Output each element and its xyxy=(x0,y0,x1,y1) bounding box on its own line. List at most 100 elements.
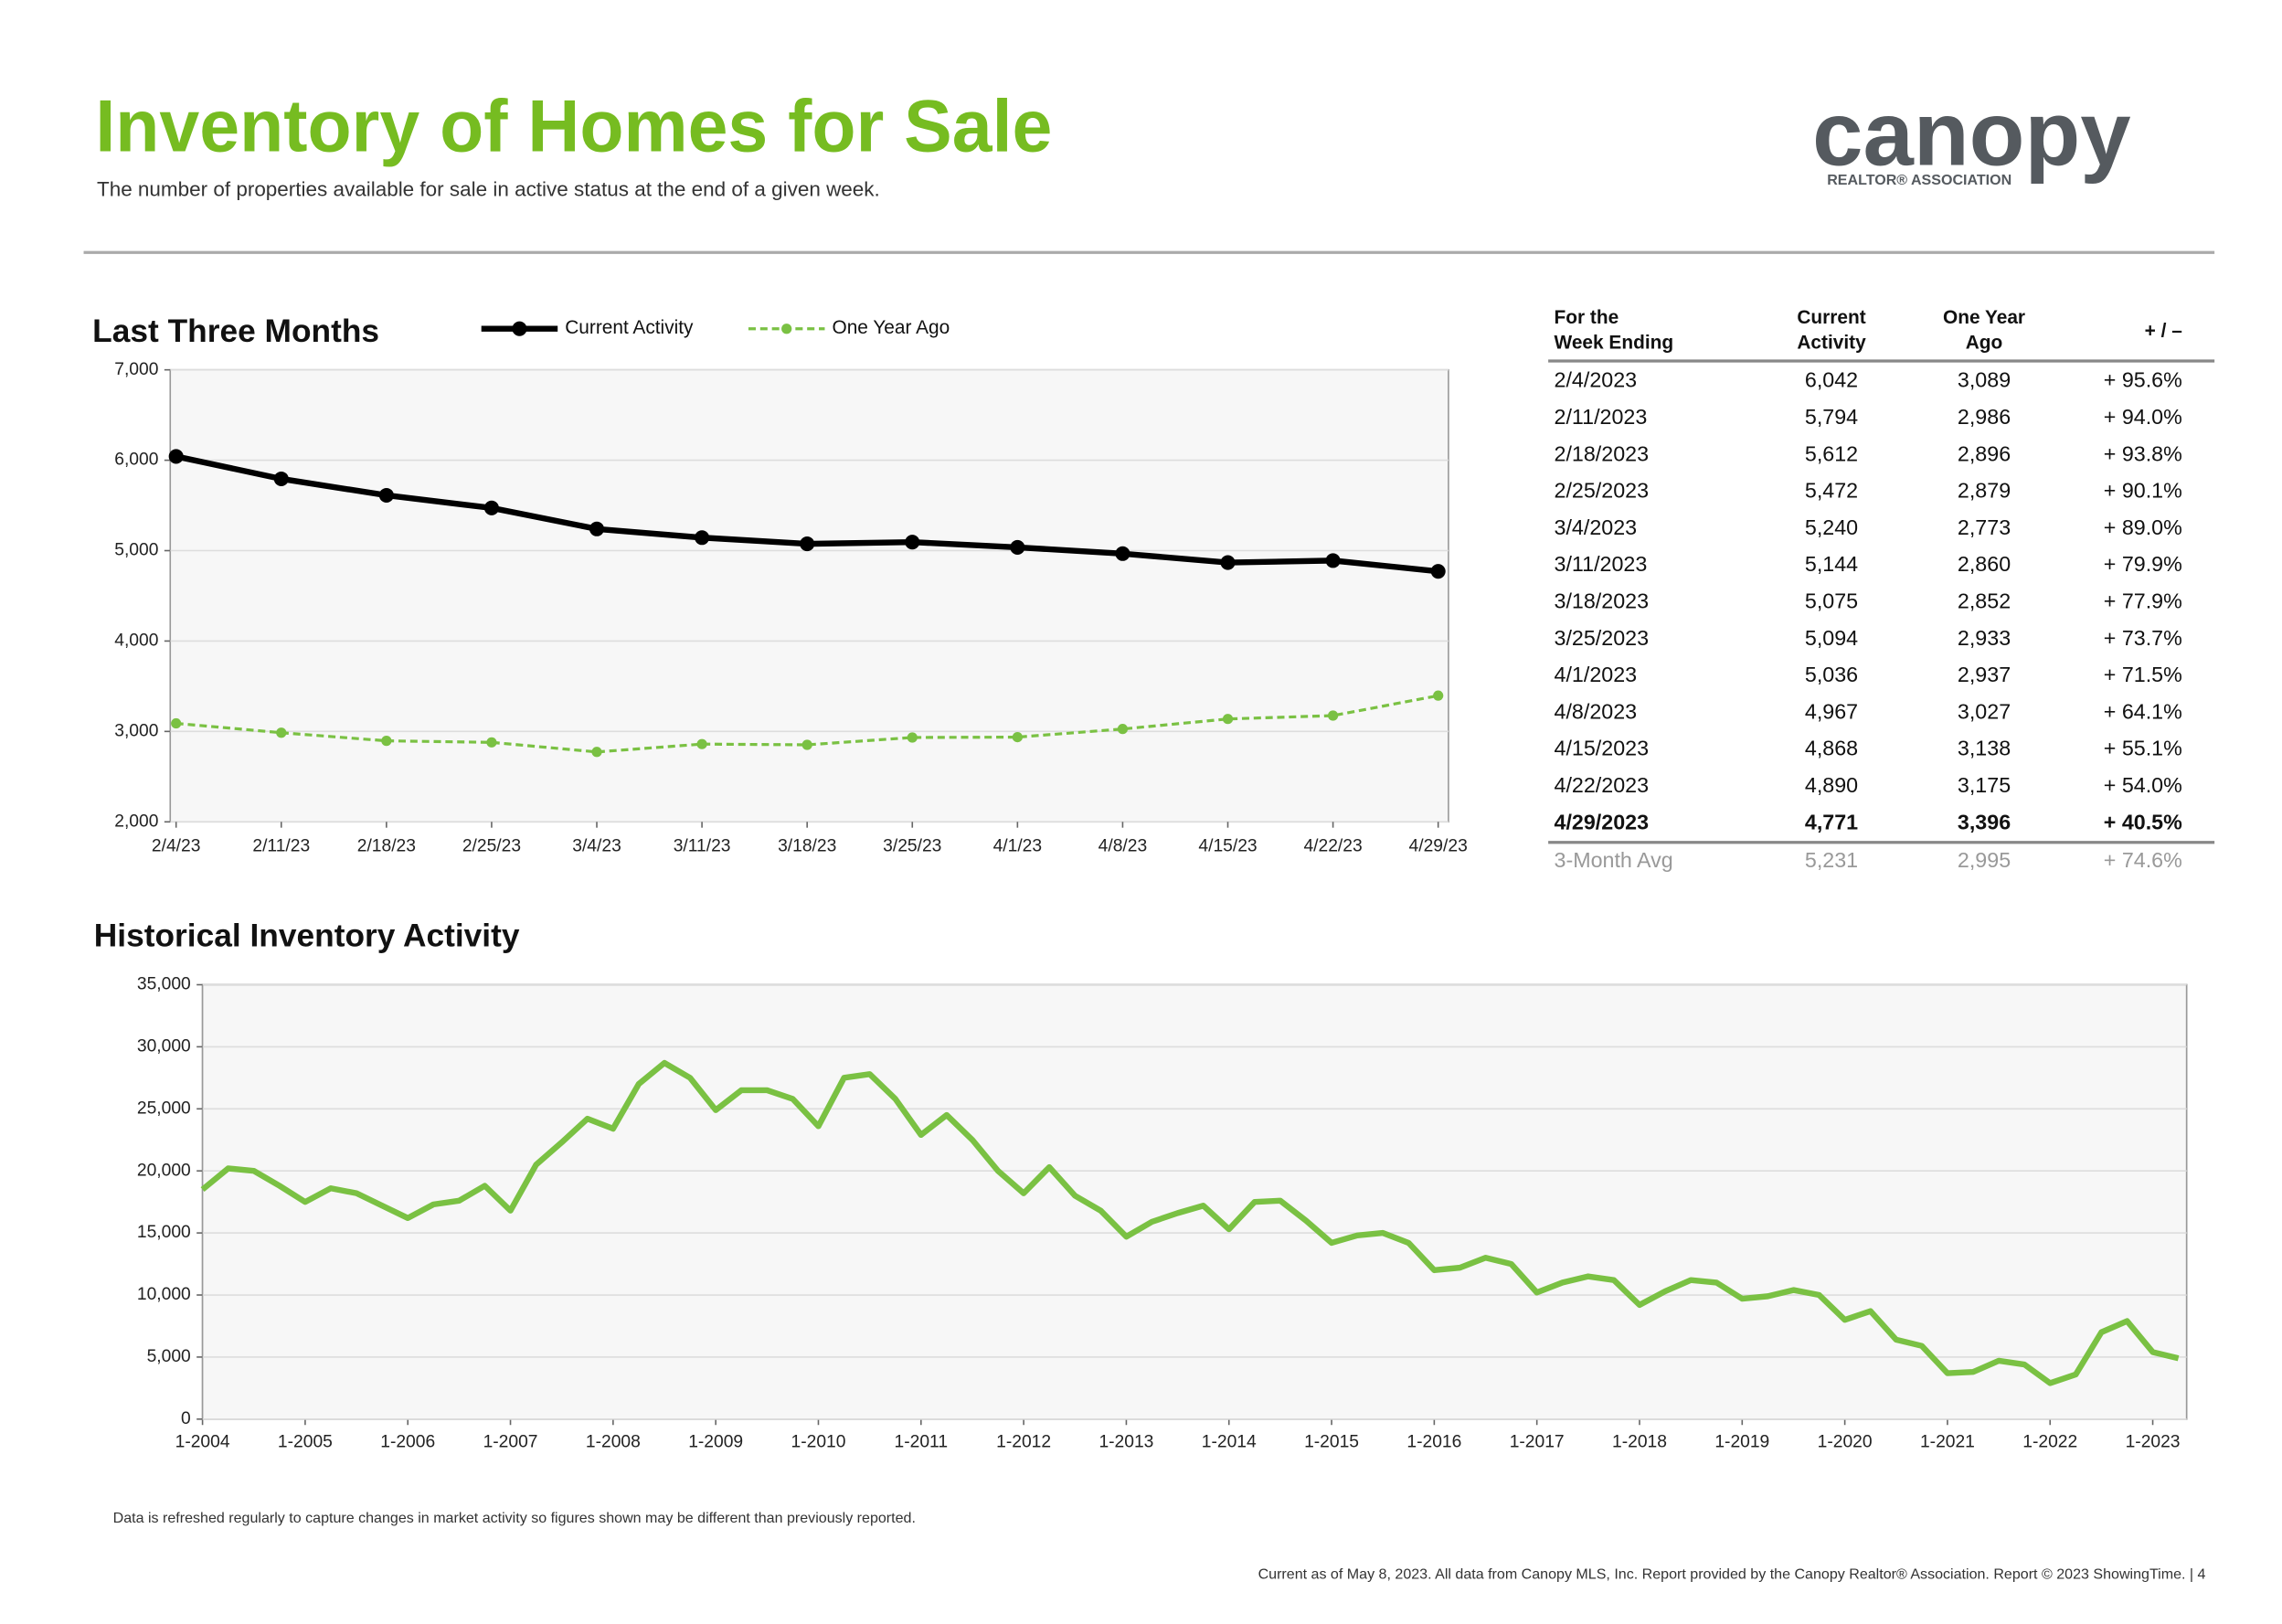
x-tick-label: 1-2004 xyxy=(175,1433,230,1452)
point xyxy=(1012,731,1023,743)
table-cell: + 55.1% xyxy=(2104,737,2182,760)
table-cell: 4,868 xyxy=(1805,737,1858,760)
table-cell: + 73.7% xyxy=(2104,626,2182,650)
table-cell: 3,396 xyxy=(1958,810,2011,833)
table-cell: 3,175 xyxy=(1958,773,2011,797)
x-tick-label: 2/4/23 xyxy=(152,837,201,856)
table-cell: 4/1/2023 xyxy=(1555,663,1638,686)
table-average: 3-Month Avg xyxy=(1555,848,1673,872)
table-cell: 5,240 xyxy=(1805,515,1858,539)
legend-label: One Year Ago xyxy=(832,317,950,338)
table-cell: 2,933 xyxy=(1958,626,2011,650)
page-title: Inventory of Homes for Sale xyxy=(95,86,1052,168)
point xyxy=(696,738,707,749)
table-cell: 3/4/2023 xyxy=(1555,515,1638,539)
y-tick-label: 15,000 xyxy=(137,1223,191,1242)
table-cell: 5,036 xyxy=(1805,663,1858,686)
x-tick-label: 1-2023 xyxy=(2126,1433,2181,1452)
table-average: 2,995 xyxy=(1958,848,2011,872)
column-header: Activity xyxy=(1797,332,1866,353)
table-cell: 2,852 xyxy=(1958,589,2011,613)
table-cell: 4,967 xyxy=(1805,699,1858,723)
table-cell: 2/11/2023 xyxy=(1555,405,1648,429)
footer: Current as of May 8, 2023. All data from… xyxy=(1258,1566,2206,1582)
x-tick-label: 1-2016 xyxy=(1406,1433,1461,1452)
table-cell: 3,027 xyxy=(1958,699,2011,723)
point xyxy=(171,717,182,729)
page-subtitle: The number of properties available for s… xyxy=(97,178,880,201)
x-tick-label: 4/22/23 xyxy=(1303,837,1362,856)
table-cell: 4,771 xyxy=(1805,810,1858,833)
x-tick-label: 4/8/23 xyxy=(1099,837,1148,856)
table-cell: + 94.0% xyxy=(2104,405,2182,429)
chart-title: Historical Inventory Activity xyxy=(94,918,520,953)
table-cell: + 77.9% xyxy=(2104,589,2182,613)
x-tick-label: 1-2006 xyxy=(380,1433,435,1452)
table-cell: 5,144 xyxy=(1805,552,1858,576)
y-tick-label: 6,000 xyxy=(114,451,158,470)
column-header: For the xyxy=(1555,307,1619,328)
column-header: One Year xyxy=(1943,307,2025,328)
x-tick-label: 1-2020 xyxy=(1818,1433,1873,1452)
point xyxy=(273,471,289,486)
x-tick-label: 1-2012 xyxy=(996,1433,1051,1452)
y-tick-label: 25,000 xyxy=(137,1099,191,1118)
point xyxy=(486,737,497,748)
table-cell: 4/8/2023 xyxy=(1555,699,1638,723)
x-tick-label: 1-2007 xyxy=(483,1433,538,1452)
table-cell: 3,138 xyxy=(1958,737,2011,760)
table-cell: 5,794 xyxy=(1805,405,1858,429)
chart-title: Last Three Months xyxy=(92,313,379,349)
logo-tagline: REALTOR® ASSOCIATION xyxy=(1827,172,2011,188)
x-tick-label: 2/25/23 xyxy=(462,837,521,856)
x-tick-label: 3/11/23 xyxy=(674,837,731,856)
table-cell: 4/29/2023 xyxy=(1555,810,1650,833)
x-tick-label: 2/18/23 xyxy=(357,837,416,856)
point xyxy=(1325,553,1341,568)
table-cell: + 71.5% xyxy=(2104,663,2182,686)
point xyxy=(1222,714,1234,725)
point xyxy=(381,736,392,747)
point xyxy=(589,521,605,536)
point xyxy=(1010,539,1025,555)
table-cell: 3/11/2023 xyxy=(1555,552,1648,576)
plot-area xyxy=(201,983,2188,1420)
table-cell: 4/15/2023 xyxy=(1555,737,1650,760)
table-cell: 5,612 xyxy=(1805,441,1858,465)
table-cell: 2/25/2023 xyxy=(1555,479,1650,503)
point xyxy=(276,727,287,738)
legend-marker xyxy=(781,324,792,334)
y-tick-label: 5,000 xyxy=(147,1347,191,1366)
point xyxy=(800,536,815,552)
y-tick-label: 5,000 xyxy=(114,541,158,560)
table-cell: 2,986 xyxy=(1958,405,2011,429)
table-cell: 2,896 xyxy=(1958,441,2011,465)
table-cell: 3/25/2023 xyxy=(1555,626,1650,650)
table-cell: 3/18/2023 xyxy=(1555,589,1650,613)
y-tick-label: 35,000 xyxy=(137,975,191,994)
point xyxy=(483,500,499,515)
x-tick-label: 1-2022 xyxy=(2022,1433,2077,1452)
point xyxy=(907,732,918,743)
plot-area xyxy=(169,368,1449,823)
series-line xyxy=(200,1059,2180,1386)
table-cell: + 79.9% xyxy=(2104,552,2182,576)
x-tick-label: 1-2008 xyxy=(586,1433,641,1452)
table-cell: 2,773 xyxy=(1958,515,2011,539)
y-tick-label: 4,000 xyxy=(114,632,158,651)
column-header: Week Ending xyxy=(1555,332,1674,353)
note: Data is refreshed regularly to capture c… xyxy=(113,1510,916,1526)
table-cell: + 89.0% xyxy=(2104,515,2182,539)
y-tick-label: 2,000 xyxy=(114,812,158,831)
table-cell: + 93.8% xyxy=(2104,441,2182,465)
table-cell: 2,860 xyxy=(1958,552,2011,576)
column-header: + / – xyxy=(2145,320,2182,341)
point xyxy=(905,535,920,550)
x-tick-label: 1-2018 xyxy=(1612,1433,1667,1452)
table-cell: 4/22/2023 xyxy=(1555,773,1650,797)
logo-name: canopy xyxy=(1812,83,2131,185)
x-tick-label: 1-2017 xyxy=(1510,1433,1565,1452)
y-tick-label: 10,000 xyxy=(137,1285,191,1304)
point xyxy=(1220,555,1236,570)
